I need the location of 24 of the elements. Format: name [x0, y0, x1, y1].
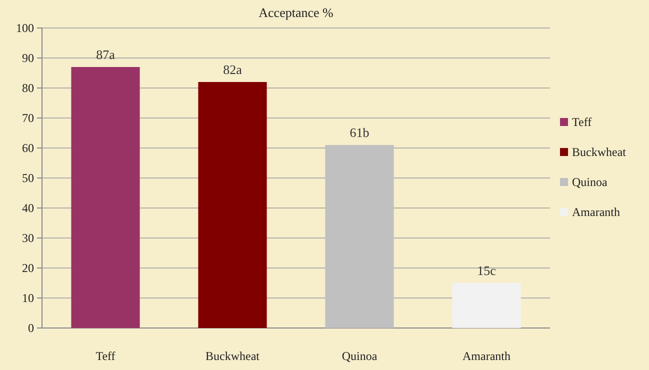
x-tick-label: Teff [96, 349, 116, 363]
y-tick-label: 40 [22, 201, 34, 216]
chart-title: Acceptance % [258, 5, 334, 20]
x-tick-label: Buckwheat [206, 349, 260, 363]
x-tick-label: Amaranth [462, 349, 510, 363]
y-tick-label: 80 [22, 81, 34, 96]
y-tick-label: 10 [22, 291, 34, 306]
x-tick-label: Quinoa [342, 349, 378, 363]
data-label: 87a [96, 47, 116, 62]
y-tick-label: 30 [22, 231, 34, 246]
data-label: 61b [350, 125, 370, 140]
legend-label: Amaranth [572, 205, 620, 220]
y-tick-label: 20 [22, 261, 34, 276]
data-label: 82a [223, 62, 242, 77]
y-tick-label: 100 [16, 21, 34, 36]
y-tick-label: 70 [22, 111, 34, 126]
data-label: 15c [477, 263, 496, 278]
y-tick-label: 0 [28, 321, 34, 336]
y-tick-label: 50 [22, 171, 34, 186]
y-tick-label: 90 [22, 51, 34, 66]
y-tick-label: 60 [22, 141, 34, 156]
legend-label: Buckwheat [572, 145, 627, 160]
legend-label: Teff [572, 115, 592, 130]
legend-label: Quinoa [572, 175, 608, 190]
